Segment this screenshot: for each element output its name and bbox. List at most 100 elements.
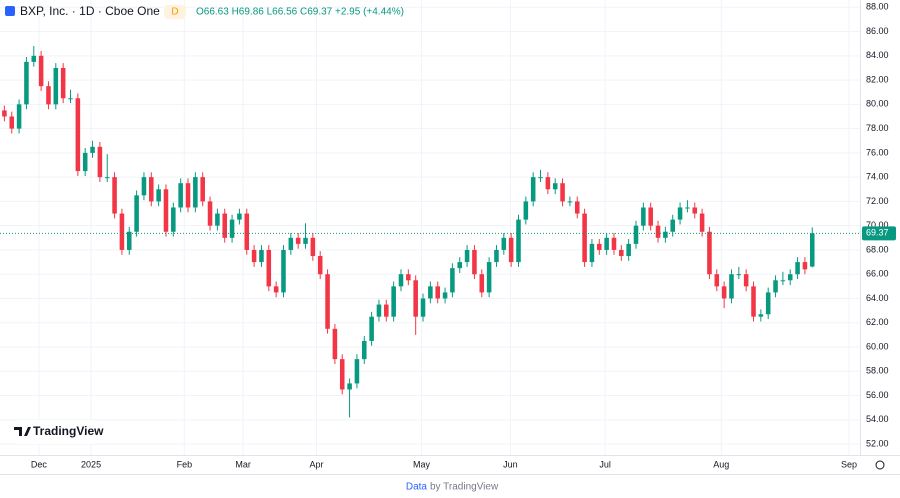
candle-body	[721, 286, 727, 299]
candle-body	[60, 67, 66, 99]
candle-body	[178, 183, 183, 208]
candle-body	[339, 359, 345, 390]
badge: D	[171, 7, 178, 18]
candle-body	[281, 249, 286, 293]
candle-body	[420, 298, 426, 317]
symbol-icon	[5, 6, 15, 16]
y-tick-label: 52.00	[866, 438, 889, 448]
candle-body	[677, 207, 683, 220]
candle-body	[530, 177, 536, 202]
y-tick-label: 70.00	[866, 220, 889, 230]
candle-body	[82, 152, 88, 172]
candle-body	[545, 177, 551, 190]
candle-body	[538, 177, 543, 179]
candle-body	[787, 274, 793, 281]
y-tick-label: 86.00	[866, 26, 889, 36]
candle-body	[472, 249, 477, 275]
candle-body	[567, 201, 573, 203]
y-tick-label: 88.00	[866, 2, 889, 12]
candle-body	[597, 243, 602, 250]
candle-body	[464, 249, 470, 263]
candle-body	[200, 177, 205, 202]
candle-body	[156, 189, 161, 202]
candle-body	[24, 61, 29, 105]
candle-body	[809, 233, 815, 267]
candle-body	[354, 359, 360, 384]
candle-body	[185, 183, 191, 208]
chart-title: BXP, Inc. · 1D · Cboe One	[20, 4, 160, 18]
candle-body	[38, 55, 44, 87]
y-tick-label: 84.00	[866, 50, 889, 60]
candle-body	[435, 286, 440, 299]
candle-body	[494, 249, 499, 263]
candle-body	[641, 207, 646, 226]
x-tick-label: 2025	[81, 459, 101, 469]
candle-body	[244, 213, 250, 250]
candle-body	[332, 328, 338, 360]
y-tick-label: 78.00	[866, 123, 889, 133]
candle-body	[266, 249, 272, 287]
candle-body	[259, 249, 264, 263]
candle-body	[90, 146, 95, 153]
candle-body	[604, 237, 609, 250]
footer-link[interactable]: Data	[406, 482, 428, 493]
brand-name: TradingView	[33, 424, 104, 438]
candle-body	[9, 116, 15, 129]
x-tick-label: Mar	[235, 459, 251, 469]
candle-body	[758, 314, 764, 317]
candle-body	[560, 183, 565, 202]
candle-body	[655, 225, 661, 238]
candle-body	[714, 274, 720, 287]
candle-body	[692, 207, 698, 214]
candle-body	[31, 55, 37, 62]
candle-body	[222, 213, 228, 238]
y-tick-label: 60.00	[866, 341, 889, 351]
last-price-box	[862, 226, 896, 241]
candle-body	[442, 292, 448, 299]
candle-body	[619, 249, 624, 257]
candle-body	[486, 262, 492, 293]
candle-body	[685, 207, 690, 209]
candle-body	[46, 86, 51, 105]
candle-body	[633, 225, 639, 244]
candle-body	[325, 274, 330, 329]
candle-body	[2, 110, 7, 117]
candle-body	[450, 268, 455, 293]
candle-body	[508, 237, 514, 263]
y-tick-label: 56.00	[866, 390, 889, 400]
candle-body	[802, 262, 808, 270]
candle-body	[699, 213, 705, 232]
settings-icon[interactable]	[875, 460, 885, 470]
x-tick-label: Jun	[503, 459, 518, 469]
plot-area	[0, 0, 860, 455]
candle-body	[582, 213, 587, 263]
candle-body	[751, 286, 756, 317]
candle-body	[743, 274, 749, 287]
candle-body	[765, 292, 771, 315]
candle-body	[75, 98, 81, 172]
x-tick-label: Sep	[841, 459, 857, 469]
candle-body	[670, 219, 676, 232]
candle-body	[523, 201, 529, 220]
header: BXP, Inc. · 1D · Cboe One D O66.63 H69.8…	[5, 4, 404, 19]
x-tick-label: Feb	[177, 459, 193, 469]
candle-body	[707, 231, 712, 275]
candle-body	[361, 340, 367, 360]
candle-body	[16, 104, 22, 129]
candle-body	[215, 213, 220, 226]
candle-body	[171, 207, 176, 232]
candle-body	[611, 237, 617, 250]
candle-body	[149, 177, 154, 202]
x-tick-label: Aug	[713, 459, 729, 469]
candle-body	[516, 219, 521, 263]
candle-body	[736, 274, 742, 276]
candle-body	[626, 243, 631, 257]
brand-logo: TradingView	[8, 420, 104, 444]
y-tick-label: 64.00	[866, 293, 889, 303]
candle-body	[104, 177, 110, 179]
y-tick-label: 72.00	[866, 196, 889, 206]
brand-mark	[14, 427, 31, 436]
candle-body	[648, 207, 653, 226]
